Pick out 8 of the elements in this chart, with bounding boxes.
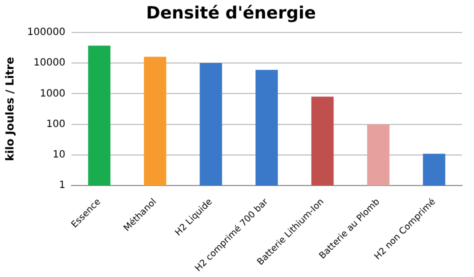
y-tick-label: 10 [52,150,66,161]
y-tick-label: 10000 [34,58,66,69]
y-tick-label: 1000 [40,88,66,100]
y-tick-label: 100 [46,118,66,130]
y-tick-label: 1 [59,180,66,192]
y-axis-title: kilo Joules / Litre [3,56,16,162]
chart-title: Densité d'énergie [146,4,316,24]
y-tick-label: 100000 [27,26,66,38]
